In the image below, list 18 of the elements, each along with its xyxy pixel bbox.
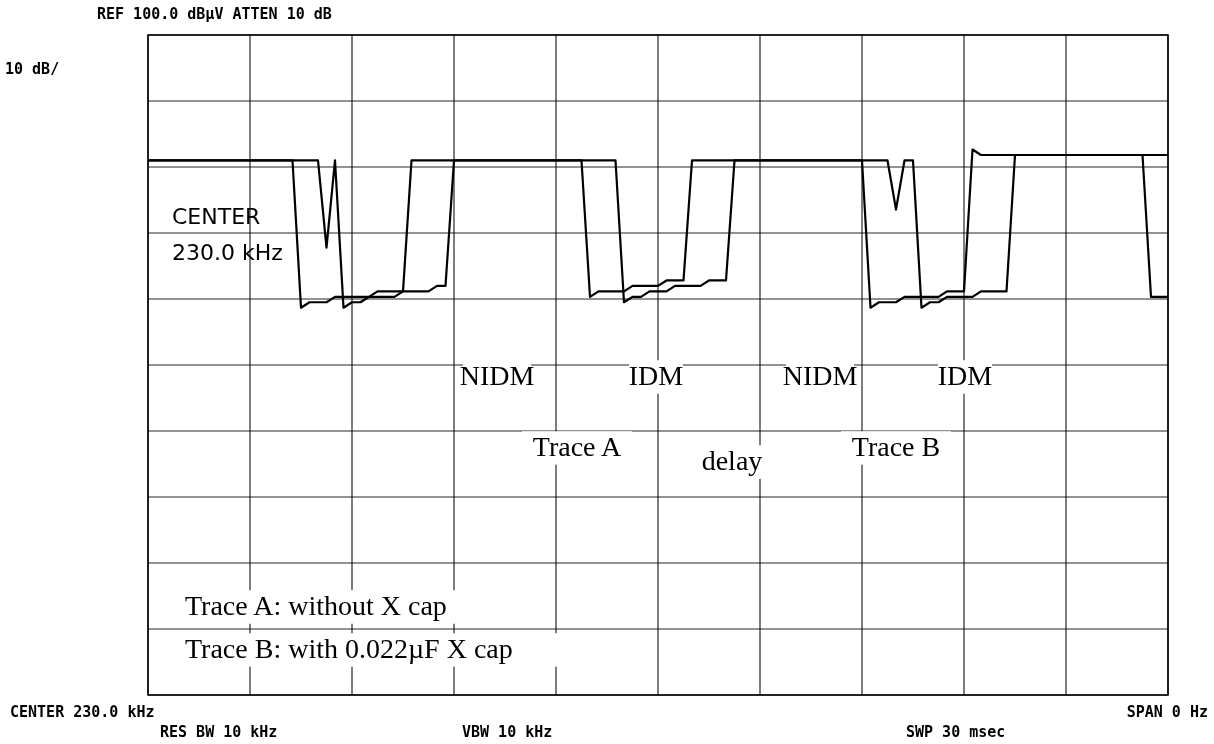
annotation: Trace A: without X cap xyxy=(185,590,447,621)
annotation: NIDM xyxy=(459,360,535,391)
annotation: IDM xyxy=(937,360,993,391)
annotation: 230.0 kHz xyxy=(172,240,283,265)
text: RES BW 10 kHz xyxy=(160,723,278,741)
text: REF 100.0 dBµV ATTEN 10 dB xyxy=(97,5,332,23)
text: VBW 10 kHz xyxy=(462,723,553,741)
annotation: Trace B xyxy=(851,431,941,462)
annotation: Trace A xyxy=(532,431,622,462)
text: SPAN 0 Hz xyxy=(1126,703,1208,721)
annotation: CENTER xyxy=(172,204,261,229)
text: 10 dB/ xyxy=(5,60,60,78)
text: SWP 30 msec xyxy=(906,723,1006,741)
annotation: delay xyxy=(701,445,763,476)
annotation: Trace B: with 0.022µF X cap xyxy=(185,633,513,664)
annotation: IDM xyxy=(628,360,684,391)
text: CENTER 230.0 kHz xyxy=(10,703,155,721)
annotation: NIDM xyxy=(782,360,858,391)
